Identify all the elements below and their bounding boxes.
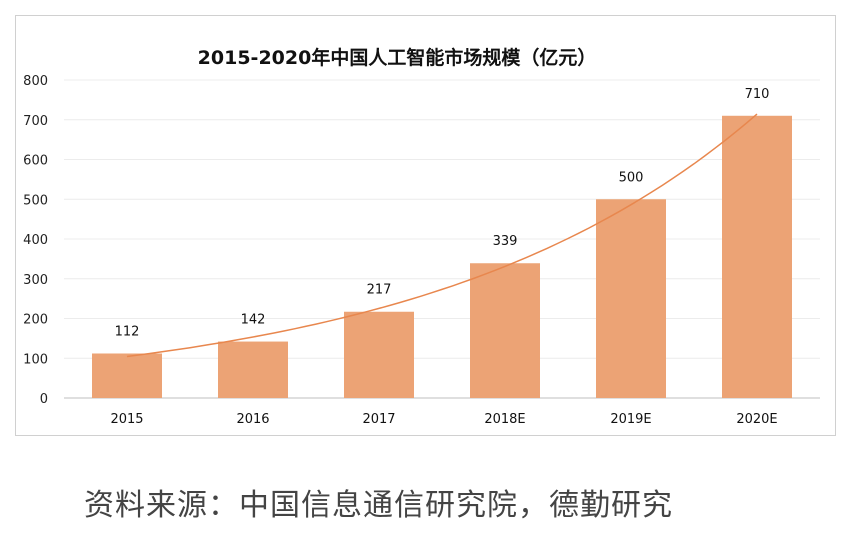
y-tick-label: 100 [23,352,48,367]
bar [722,115,792,399]
data-label: 710 [745,87,770,102]
x-tick-label: 2017 [362,412,395,427]
bar [92,353,162,398]
data-label: 500 [619,170,644,185]
y-tick-label: 600 [23,154,48,169]
x-tick-label: 2015 [110,412,143,427]
bar [596,199,666,398]
source-note: 资料来源：中国信息通信研究院，德勤研究 [84,488,673,523]
bar [470,263,540,398]
bar [344,311,414,398]
chart-title: 2015-2020年中国人工智能市场规模（亿元） [198,46,597,69]
y-tick-label: 800 [23,74,48,89]
bar [218,341,288,398]
trend-line [126,113,758,358]
x-tick-label: 2019E [610,412,651,427]
y-tick-label: 200 [23,313,48,328]
x-tick-label: 2018E [484,412,525,427]
y-tick-label: 300 [23,273,48,288]
data-label: 217 [367,283,392,298]
data-label: 339 [493,234,518,249]
y-tick-label: 0 [40,392,48,407]
data-label: 112 [115,324,140,339]
y-tick-label: 500 [23,193,48,208]
data-label: 142 [241,313,266,328]
y-tick-label: 400 [23,233,48,248]
x-tick-label: 2016 [236,412,269,427]
y-tick-label: 700 [23,114,48,129]
x-tick-label: 2020E [736,412,777,427]
